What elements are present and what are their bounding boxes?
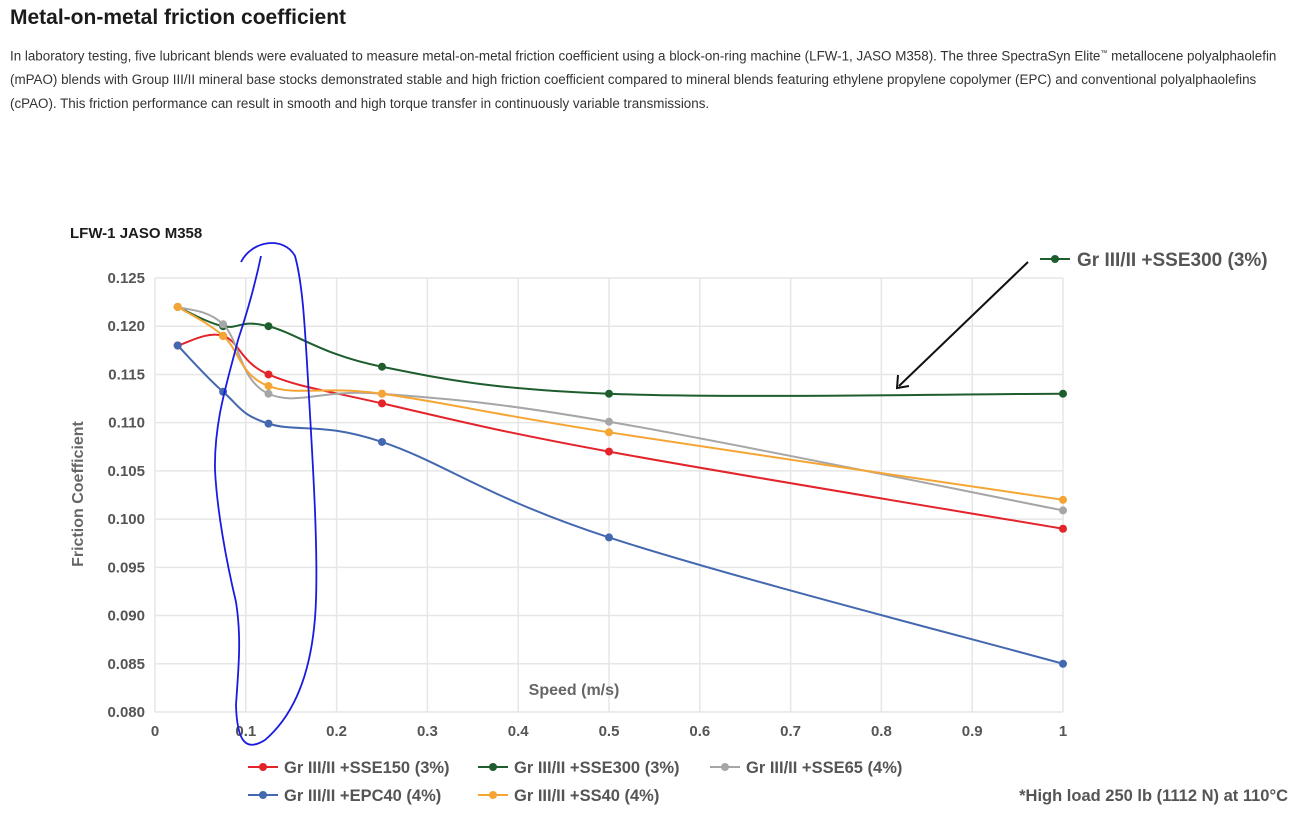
data-point <box>605 428 613 437</box>
data-point <box>173 341 182 350</box>
x-tick-label: 0 <box>151 723 159 740</box>
y-tick-label: 0.085 <box>107 656 145 673</box>
y-tick-label: 0.125 <box>107 270 145 287</box>
y-tick-label: 0.105 <box>107 463 145 480</box>
data-point <box>1059 389 1067 398</box>
legend: Gr III/II +SSE150 (3%) Gr III/II +SSE300 … <box>248 759 902 805</box>
annotation-arrow <box>895 261 1029 390</box>
series-3 <box>173 302 1067 515</box>
data-point <box>1059 659 1067 668</box>
arrow-shaft <box>898 261 1029 387</box>
x-tick-label: 0.8 <box>871 723 892 740</box>
legend-label: Gr III/II +SSE150 (3%) <box>284 759 450 777</box>
y-tick-label: 0.095 <box>107 559 145 576</box>
x-tick-label: 0.7 <box>780 723 801 740</box>
series-line <box>177 306 1064 501</box>
legend-label: Gr III/II +SSE300 (3%) <box>514 759 680 777</box>
data-point <box>605 533 613 542</box>
chart-title: LFW-1 JASO M358 <box>70 225 202 242</box>
data-point <box>605 447 613 456</box>
legend-item[interactable]: Gr III/II +EPC40 (4%) <box>248 787 441 805</box>
data-point <box>219 331 228 340</box>
y-axis-label: Friction Coefficient <box>70 420 87 566</box>
series-5 <box>173 302 1067 504</box>
legend-label: Gr III/II +SS40 (4%) <box>514 787 659 805</box>
data-point <box>264 322 273 331</box>
legend-swatch-dot <box>259 763 267 771</box>
series-line <box>177 305 1064 512</box>
intro-text-part-2: metallocene polyalphaolefin (mPAO) blend… <box>10 48 1277 112</box>
intro-text-part-1: In laboratory testing, five lubricant bl… <box>10 48 1101 64</box>
data-point <box>219 320 228 329</box>
legend-swatch-dot <box>489 763 497 771</box>
arrow-head <box>895 374 910 390</box>
x-tick-label: 0.6 <box>689 723 710 740</box>
x-tick-label: 0.3 <box>417 723 438 740</box>
x-tick-label: 1 <box>1059 723 1067 740</box>
y-tick-label: 0.080 <box>107 704 145 721</box>
data-point <box>173 302 182 311</box>
series-line <box>176 344 1064 665</box>
page-title: Metal-on-metal friction coefficient <box>10 6 347 29</box>
y-tick-label: 0.100 <box>107 511 145 528</box>
data-point <box>378 389 386 398</box>
x-axis-ticks: 0 0.1 0.2 0.3 0.4 0.5 0.6 0.7 0.8 0.9 1 <box>151 723 1067 740</box>
y-tick-label: 0.110 <box>108 415 145 432</box>
legend-swatch-dot <box>259 791 267 799</box>
series-line <box>177 333 1064 530</box>
intro-paragraph: In laboratory testing, five lubricant bl… <box>10 42 1295 116</box>
hand-drawn-ellipse <box>214 242 318 746</box>
legend-label: Gr III/II +SSE65 (4%) <box>746 759 902 777</box>
y-tick-label: 0.115 <box>108 366 145 383</box>
legend-item[interactable]: Gr III/II +SSE300 (3%) <box>478 759 680 777</box>
legend-item[interactable]: Gr III/II +SSE150 (3%) <box>248 759 450 777</box>
data-point <box>378 399 386 408</box>
series-line <box>177 306 1064 397</box>
data-point <box>264 419 273 428</box>
data-point <box>1059 506 1067 515</box>
x-tick-label: 0.2 <box>326 723 347 740</box>
series-layer <box>173 302 1067 668</box>
x-tick-label: 0.4 <box>508 723 530 740</box>
callout-swatch-dot <box>1051 255 1059 263</box>
x-axis-label: Speed (m/s) <box>529 682 620 699</box>
footnote: *High load 250 lb (1112 N) at 110°C <box>1019 787 1288 805</box>
legend-swatch-dot <box>489 791 497 799</box>
y-axis-ticks: 0.125 0.120 0.115 0.110 0.105 0.100 0.095 0.090… <box>107 270 145 721</box>
trademark-mark: ™ <box>1100 50 1108 57</box>
legend-item[interactable]: Gr III/II +SS40 (4%) <box>478 787 659 805</box>
data-point <box>378 362 386 371</box>
data-point <box>264 389 273 398</box>
data-point <box>605 417 613 426</box>
gridlines <box>154 277 1064 713</box>
data-point <box>1059 524 1067 533</box>
legend-swatch-dot <box>721 763 729 771</box>
y-tick-label: 0.090 <box>107 608 145 625</box>
callout-label: Gr III/II +SSE300 (3%) <box>1040 250 1268 271</box>
data-point <box>605 389 613 398</box>
callout-text: Gr III/II +SSE300 (3%) <box>1077 250 1268 271</box>
legend-label: Gr III/II +EPC40 (4%) <box>284 787 441 805</box>
legend-item[interactable]: Gr III/II +SSE65 (4%) <box>710 759 902 777</box>
x-tick-label: 0.9 <box>962 723 983 740</box>
data-point <box>264 370 273 379</box>
data-point <box>1059 495 1067 504</box>
x-tick-label: 0.5 <box>599 723 620 740</box>
data-point <box>378 437 386 446</box>
y-tick-label: 0.120 <box>107 318 145 335</box>
data-point <box>264 382 273 391</box>
